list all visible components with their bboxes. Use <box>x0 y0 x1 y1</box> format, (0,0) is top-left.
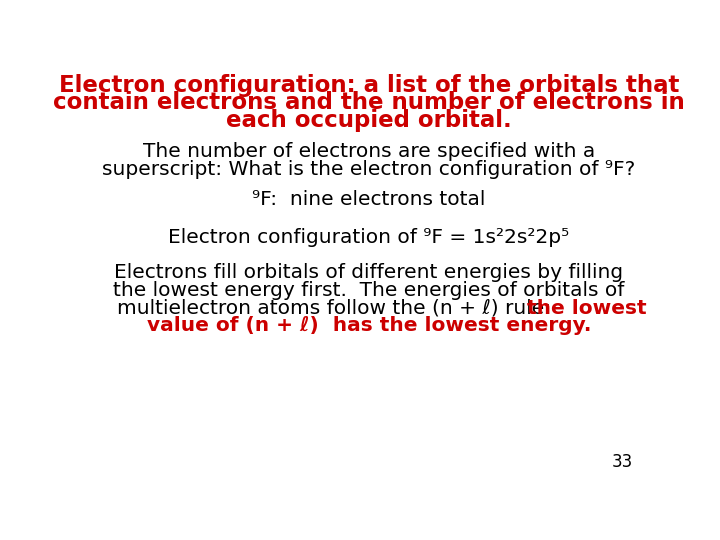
Text: Electrons fill orbitals of different energies by filling: Electrons fill orbitals of different ene… <box>114 263 624 282</box>
Text: the lowest energy first.  The energies of orbitals of: the lowest energy first. The energies of… <box>113 281 625 300</box>
Text: 33: 33 <box>611 453 632 471</box>
Text: multielectron atoms follow the (n + ℓ) rule:: multielectron atoms follow the (n + ℓ) r… <box>117 299 564 318</box>
Text: Electron configuration: a list of the orbitals that: Electron configuration: a list of the or… <box>59 74 679 97</box>
Text: the lowest: the lowest <box>527 299 647 318</box>
Text: ⁹F:  nine electrons total: ⁹F: nine electrons total <box>252 190 486 209</box>
Text: superscript: What is the electron configuration of ⁹F?: superscript: What is the electron config… <box>102 160 636 179</box>
Text: Electron configuration of ⁹F = 1s²2s²2p⁵: Electron configuration of ⁹F = 1s²2s²2p⁵ <box>168 228 570 247</box>
Text: contain electrons and the number of electrons in: contain electrons and the number of elec… <box>53 91 685 114</box>
Text: The number of electrons are specified with a: The number of electrons are specified wi… <box>143 142 595 161</box>
Text: value of (n + ℓ)  has the lowest energy.: value of (n + ℓ) has the lowest energy. <box>147 316 591 335</box>
Text: each occupied orbital.: each occupied orbital. <box>226 109 512 132</box>
